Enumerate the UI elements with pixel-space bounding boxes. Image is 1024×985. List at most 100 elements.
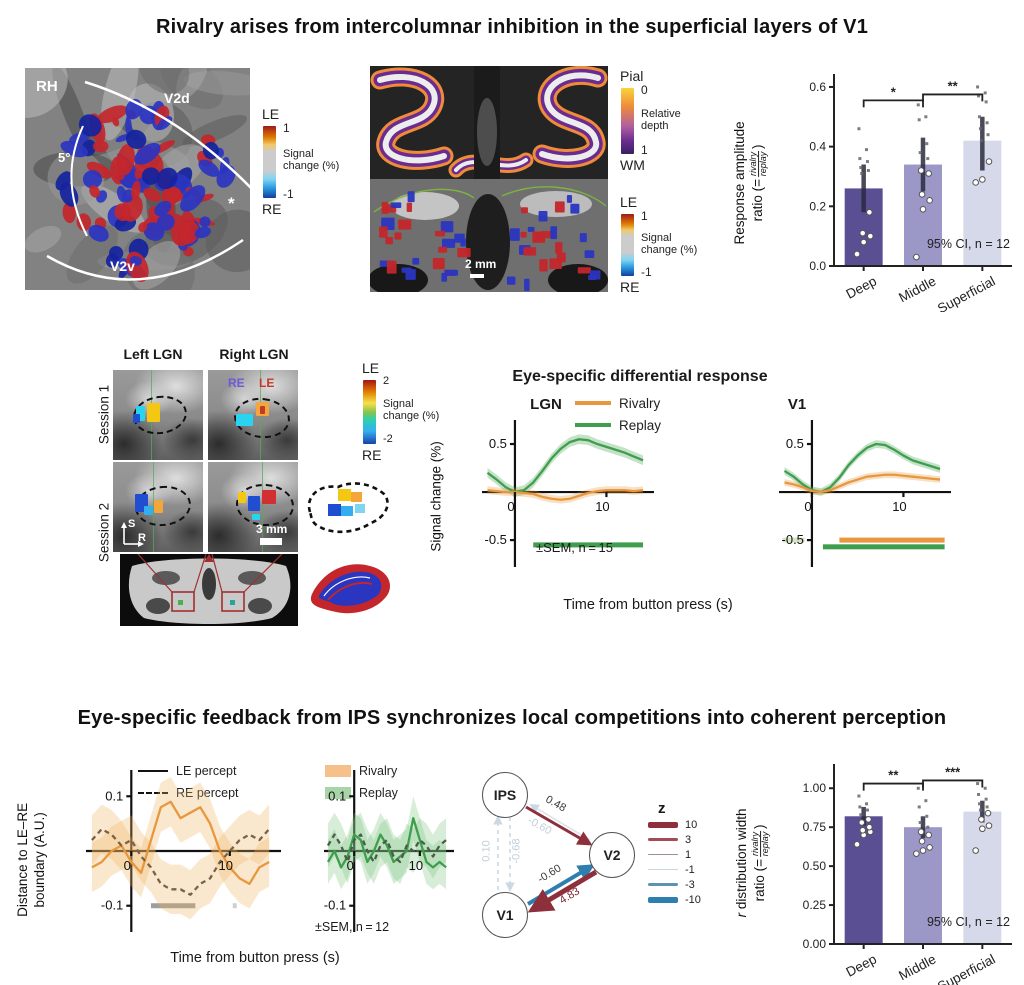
svg-text:**: ** [888, 768, 899, 783]
lgn-cell-s2-left [113, 462, 203, 552]
lgn-3d-inset [310, 564, 390, 614]
boundary-rivalry-chart: 0.1 -0.1 0 10 [86, 770, 281, 932]
node-v1: V1 [482, 892, 528, 938]
lgn-colorbar-max: 2 [383, 375, 390, 387]
flatmap-fovea-star: * [228, 194, 235, 213]
replay-line-swatch [575, 423, 611, 427]
lgn-re-label: RE [228, 376, 245, 390]
replay-legend-label: Replay [619, 417, 662, 433]
svg-text:Deep: Deep [844, 273, 880, 301]
rivalry-line-swatch [575, 401, 611, 405]
edge-label-v1-ips: 0.10 [480, 840, 493, 862]
slice-signal-label: Signal change (%) [641, 232, 698, 257]
slice-signal-top: LE [620, 194, 638, 210]
condition-legend: Rivalry Replay [325, 760, 398, 804]
svg-text:0: 0 [347, 858, 354, 873]
svg-text:10: 10 [892, 499, 906, 514]
svg-text:0.1: 0.1 [105, 788, 123, 803]
bottom-section-title: Eye-specific feedback from IPS synchroni… [77, 707, 947, 729]
svg-text:0.50: 0.50 [803, 859, 827, 873]
depth-colorbar-bottom: WM [620, 157, 645, 173]
svg-text:0.6: 0.6 [809, 80, 826, 94]
colorbar-label: Signal change (%) [283, 148, 340, 173]
svg-text:0.5: 0.5 [786, 436, 804, 451]
replay-fill-label: Replay [359, 786, 398, 800]
node-ips: IPS [482, 772, 528, 818]
svg-text:95% CI, n = 12: 95% CI, n = 12 [927, 237, 1010, 251]
svg-text:95% CI, n = 12: 95% CI, n = 12 [927, 915, 1010, 929]
depth-colorbar-label: Relative depth [641, 108, 681, 133]
svg-text:0.0: 0.0 [809, 259, 826, 273]
legend-item-replay-fill: Replay [325, 782, 398, 804]
svg-text:0.4: 0.4 [809, 140, 826, 154]
lgn-col-header-left: Left LGN [123, 346, 183, 362]
flatmap-image [25, 68, 250, 290]
diff-response-title: Eye-specific differential response [512, 368, 768, 385]
lgn-colorbar-label: Signal change (%) [383, 398, 440, 423]
coronal-slice-image [120, 554, 298, 626]
svg-text:0.2: 0.2 [809, 199, 826, 213]
subplot-title-v1: V1 [787, 396, 807, 413]
svg-text:Superficial: Superficial [935, 273, 998, 312]
lgn-outline-inset [307, 482, 389, 534]
scale-bar-2mm-label: 2 mm [465, 257, 497, 271]
time-xlabel-middle: Time from button press (s) [563, 597, 733, 613]
lgn-cell-s1-left [113, 370, 203, 460]
le-percept-line-swatch [138, 770, 168, 772]
svg-text:-0.1: -0.1 [324, 898, 346, 913]
node-v2: V2 [589, 832, 635, 878]
svg-text:-0.5: -0.5 [485, 532, 507, 547]
sem-note-15: ±SEM, n = 15 [536, 540, 614, 555]
r-width-ylabel: r distribution width ratio (= rivalry repl… [734, 733, 770, 985]
z-legend-title: z [658, 800, 666, 817]
orientation-axes [121, 522, 144, 547]
resp-ylabel-line2: ratio (= rivalry replay) [747, 144, 768, 222]
svg-text:10: 10 [595, 499, 609, 514]
depth-colorbar-min: 1 [641, 143, 648, 157]
svg-text:0: 0 [804, 499, 811, 514]
slice-signal-min: -1 [641, 265, 652, 279]
legend-item-rivalry: Rivalry [575, 392, 661, 414]
lgn-le-label: LE [259, 376, 275, 390]
slice-panel: 2 mm [370, 66, 608, 292]
replay-fill-swatch [325, 787, 351, 799]
depth-colorbar-top: Pial [620, 68, 644, 84]
flatmap-panel: RH V2d V2v 5° * [25, 68, 250, 290]
svg-text:1.00: 1.00 [803, 781, 827, 795]
svg-text:-0.1: -0.1 [101, 898, 123, 913]
lgn-colorbar-bottom: RE [362, 447, 382, 463]
top-section-title: Rivalry arises from intercolumnar inhibi… [155, 16, 869, 38]
depth-colorbar-max: 0 [641, 83, 648, 97]
svg-text:Deep: Deep [844, 951, 880, 979]
svg-text:0.75: 0.75 [803, 820, 827, 834]
slice-images [370, 66, 608, 292]
flatmap-label-v2v: V2v [110, 258, 135, 274]
lgn-cell-s2-right [208, 462, 298, 552]
svg-text:*: * [891, 84, 897, 99]
boundary-ylabel: Distance to LE–RE boundary (A.U.) [15, 802, 47, 917]
lgn-line-chart: 0.5 -0.5 0 10 [482, 420, 654, 567]
time-xlabel-bottom: Time from button press (s) [170, 950, 340, 966]
rivalry-fill-label: Rivalry [359, 764, 398, 778]
flatmap-label-v2d: V2d [164, 90, 190, 106]
svg-text:0.25: 0.25 [803, 898, 827, 912]
flatmap-label-eccentricity: 5° [58, 150, 71, 165]
network-edges [493, 804, 598, 913]
re-percept-line-swatch [138, 792, 168, 794]
lgn-session1-label: Session 1 [96, 384, 112, 445]
svg-text:Superficial: Superficial [935, 951, 998, 985]
lgn-session2-label: Session 2 [96, 502, 112, 563]
svg-text:0.00: 0.00 [803, 937, 827, 951]
svg-text:0.1: 0.1 [328, 788, 346, 803]
z-legend-item: -3 [648, 877, 701, 892]
svg-text:***: *** [945, 764, 961, 779]
slice-signal-gradient [621, 214, 634, 276]
lgn-colorbar-top: LE [362, 360, 380, 376]
re-percept-label: RE percept [176, 786, 239, 800]
subplot-title-lgn: LGN [530, 396, 562, 413]
rwidth-ylabel-line1: r distribution width [734, 808, 750, 918]
colorbar-max: 1 [283, 121, 290, 135]
network-diagram: IPS V2 V1 0.48 -0.60 0.10 -0.68 -0.60 4.… [455, 750, 735, 950]
lgn-panel: Left LGN Right LGN Session 1 Session 2 [60, 340, 405, 640]
